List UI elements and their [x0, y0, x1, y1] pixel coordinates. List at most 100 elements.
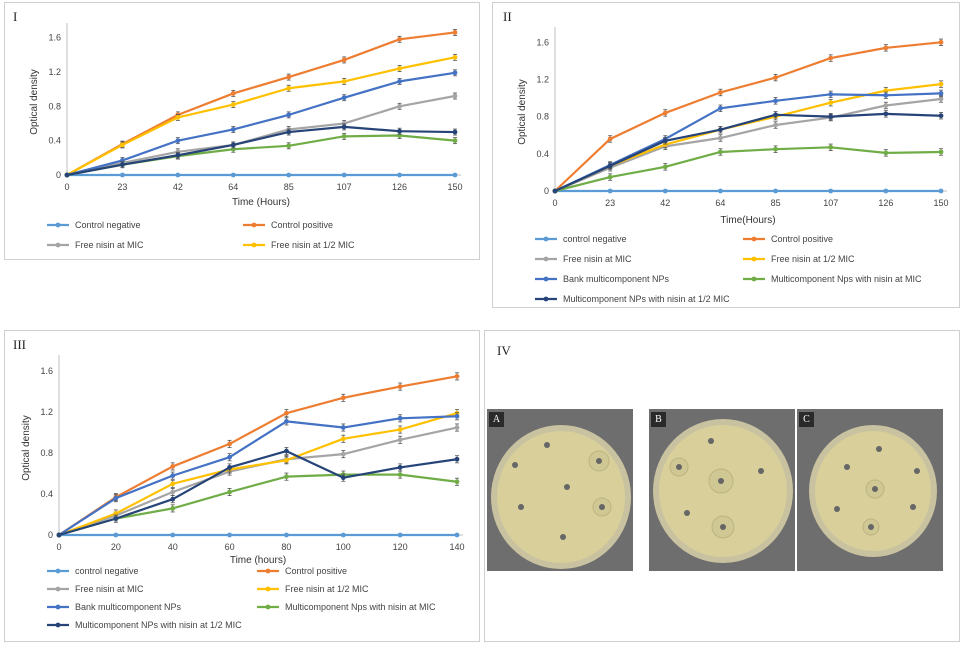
x-tick-label: 42 [660, 198, 670, 208]
data-point [662, 138, 668, 144]
legend-entry: Multicomponent NPs with nisin at 1/2 MIC [75, 620, 242, 630]
data-point [340, 451, 346, 457]
data-point [883, 188, 889, 194]
series-line-nps-half-mic [66, 125, 456, 177]
data-point [454, 479, 460, 485]
x-axis-label: Time(Hours) [720, 215, 775, 226]
data-point [284, 418, 289, 424]
well [684, 510, 690, 516]
x-axis-label: Time (Hours) [232, 197, 290, 208]
data-point [662, 164, 668, 170]
well [758, 468, 764, 474]
legend-marker [55, 222, 61, 228]
legend-marker [265, 586, 271, 592]
legend-marker [55, 586, 61, 592]
data-point [773, 75, 778, 81]
legend-marker [265, 568, 271, 574]
data-point [828, 188, 834, 194]
y-axis-label: Optical density [517, 79, 528, 145]
series-line-free-half-mic [58, 412, 458, 537]
y-axis-label: Optical density [29, 69, 40, 135]
x-tick-label: 20 [111, 542, 121, 552]
well [876, 446, 882, 452]
series-line-control-positive [554, 41, 942, 192]
legend-entry: Free nisin at MIC [75, 584, 144, 594]
data-point [170, 464, 176, 469]
data-point [938, 113, 944, 119]
well [914, 468, 920, 474]
chart-panel-III: III 0 0.4 0.8 1.2 1.6 0 20 40 60 80 100 120 140 Time (… [4, 330, 480, 642]
legend-entry: Free nisin at 1/2 MIC [285, 584, 369, 594]
x-tick-label: 64 [715, 198, 725, 208]
plate-photo-a: A [487, 409, 633, 571]
data-point [662, 188, 668, 194]
data-point [773, 112, 778, 118]
well [596, 458, 602, 464]
legend-entry: Control negative [75, 220, 141, 230]
data-point [773, 122, 778, 128]
data-point [454, 532, 460, 538]
data-point [340, 425, 346, 430]
series-line-control-positive [66, 31, 456, 176]
data-point [286, 85, 292, 91]
legend-marker [251, 222, 257, 228]
agar-surface [497, 431, 625, 563]
data-point [454, 413, 460, 419]
y-tick-label: 0.4 [40, 489, 53, 499]
data-point [773, 146, 778, 152]
well [910, 504, 916, 510]
data-point [397, 78, 402, 84]
agar-plates-panel: IV A [484, 330, 960, 642]
series-line-free-half-mic [66, 56, 456, 176]
y-tick-label: 1.6 [48, 33, 61, 43]
data-point [397, 66, 402, 71]
x-axis-label: Time (hours) [230, 555, 286, 566]
data-point [340, 436, 346, 442]
data-point [56, 532, 62, 538]
legend-marker [751, 236, 757, 242]
data-point [773, 98, 778, 104]
data-point [938, 81, 944, 87]
legend-entry: Multicomponent Nps with nisin at MIC [771, 274, 922, 284]
series-line-nps-half-mic [554, 112, 942, 193]
data-point [113, 516, 119, 522]
data-point [452, 172, 458, 178]
legend-entry: Free nisin at MIC [75, 240, 144, 250]
chart-title: I [13, 9, 17, 24]
data-point [883, 103, 889, 108]
data-point [170, 481, 176, 487]
plate-label-c: C [799, 412, 814, 427]
data-point [341, 133, 347, 139]
well [708, 438, 714, 444]
data-point [718, 188, 723, 194]
data-point [397, 103, 402, 109]
data-point [230, 102, 236, 107]
legend-entry: control negative [563, 234, 627, 244]
data-point [227, 441, 232, 447]
data-point [284, 448, 289, 454]
legend-marker [55, 568, 61, 574]
x-tick-label: 60 [225, 542, 235, 552]
legend-entry: Free nisin at 1/2 MIC [271, 240, 355, 250]
x-tick-label: 107 [337, 182, 352, 192]
x-tick-label: 23 [117, 182, 127, 192]
data-point [170, 473, 176, 479]
data-point [340, 395, 346, 401]
y-tick-label: 1.2 [40, 407, 53, 417]
legend-entry: control negative [75, 566, 139, 576]
y-tick-label: 0 [48, 530, 53, 540]
data-point [341, 124, 347, 130]
legend-entry: Free nisin at MIC [563, 254, 632, 264]
legend-marker [751, 276, 757, 282]
data-point [286, 74, 292, 80]
legend-marker [751, 256, 757, 262]
data-point [552, 188, 558, 194]
x-tick-label: 150 [933, 198, 948, 208]
well [718, 478, 724, 484]
x-tick-label: 85 [284, 182, 294, 192]
x-tick-label: 107 [823, 198, 838, 208]
data-point [397, 415, 403, 421]
series-line-nps-mic [554, 146, 942, 193]
data-point [230, 172, 236, 178]
legend-entry: Control positive [771, 234, 833, 244]
